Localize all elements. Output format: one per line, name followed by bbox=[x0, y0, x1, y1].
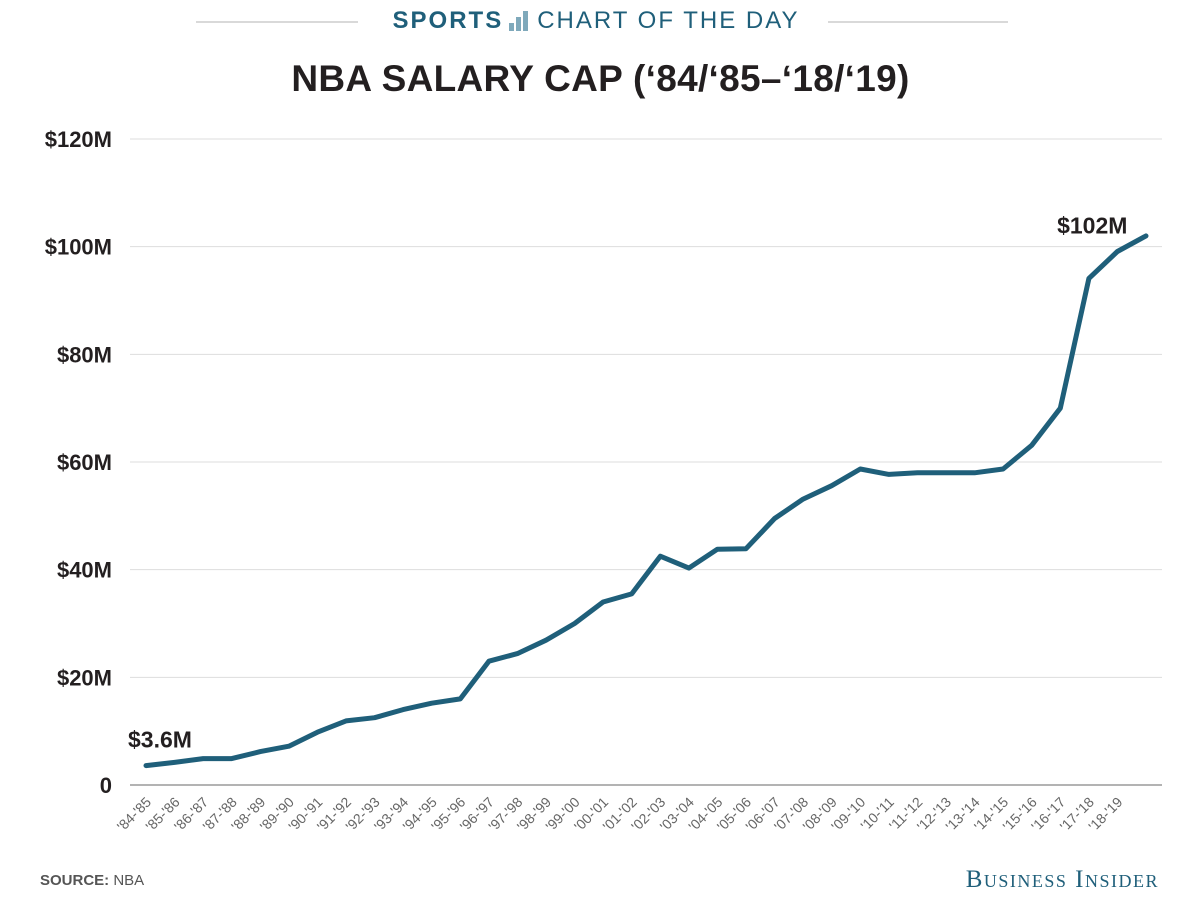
y-tick-label: 0 bbox=[100, 773, 112, 798]
source-label: SOURCE: bbox=[40, 872, 110, 889]
y-tick-label: $40M bbox=[57, 558, 112, 583]
series-line-salary-cap bbox=[143, 233, 1149, 769]
y-tick-label: $100M bbox=[45, 235, 112, 260]
y-tick-label: $80M bbox=[57, 342, 112, 367]
header-rule-left bbox=[196, 21, 358, 23]
section-label: SPORTS bbox=[392, 7, 504, 34]
data-label: $102M bbox=[1057, 213, 1127, 239]
bar-chart-icon bbox=[509, 11, 531, 31]
header-label: SPORTS CHART OF THE DAY bbox=[366, 6, 826, 36]
chart-of-the-day-header: SPORTS CHART OF THE DAY bbox=[0, 6, 1201, 36]
header-rule-right bbox=[828, 21, 1008, 23]
source-value: NBA bbox=[113, 872, 145, 889]
data-label: $3.6M bbox=[128, 727, 192, 753]
business-insider-logo: Business Insider bbox=[965, 866, 1159, 893]
source-note: SOURCE: NBA bbox=[40, 872, 144, 889]
y-tick-label: $20M bbox=[57, 665, 112, 690]
chart-title: NBA SALARY CAP (‘84/‘85–‘18/‘19) bbox=[291, 58, 910, 99]
y-tick-label: $60M bbox=[57, 450, 112, 475]
y-tick-label: $120M bbox=[45, 127, 112, 152]
series-label: CHART OF THE DAY bbox=[537, 7, 800, 34]
